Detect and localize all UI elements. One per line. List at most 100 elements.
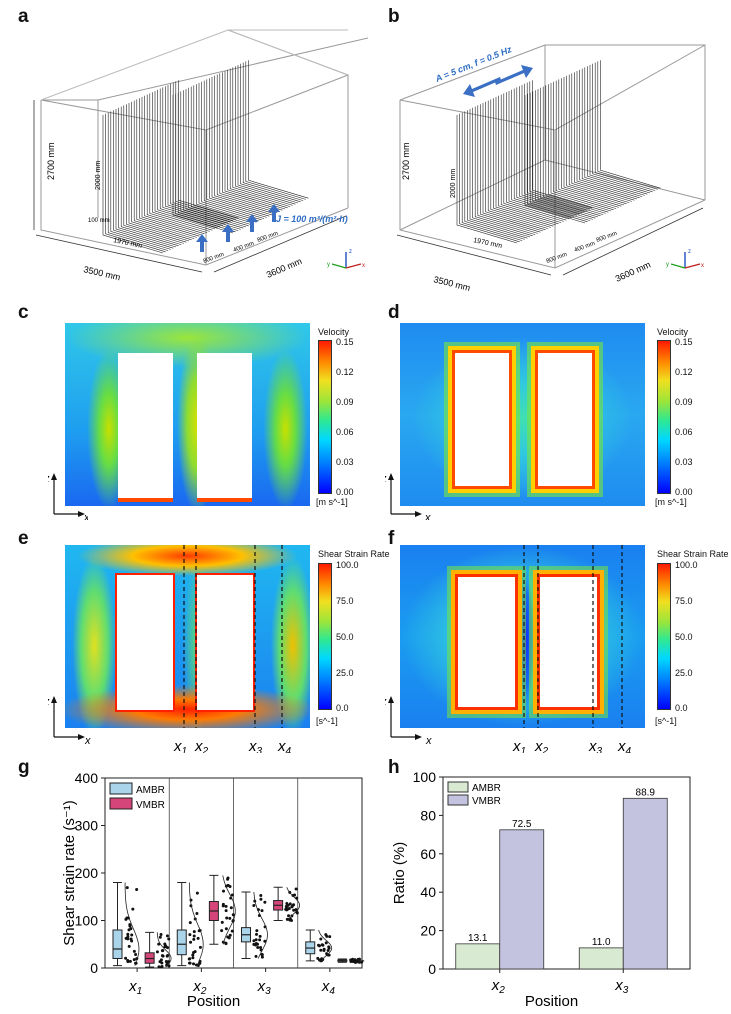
module-left-e bbox=[117, 575, 173, 710]
density-curve bbox=[353, 958, 365, 963]
data-point bbox=[322, 948, 326, 952]
membrane-sheet bbox=[592, 63, 653, 193]
y-tick-label: 80 bbox=[420, 807, 436, 823]
module-height-b: 2000 mm bbox=[450, 169, 457, 198]
data-point bbox=[161, 949, 165, 953]
density-curve bbox=[286, 887, 301, 921]
module-right-e bbox=[197, 575, 253, 710]
label-x1-e: x1 bbox=[173, 738, 187, 753]
membrane-sheet bbox=[456, 115, 518, 244]
cb-tick: 0.15 bbox=[675, 337, 693, 347]
membrane-sheet bbox=[521, 85, 583, 214]
svg-text:x4: x4 bbox=[617, 738, 632, 753]
svg-text:x3: x3 bbox=[588, 738, 603, 753]
data-point bbox=[259, 946, 263, 950]
membrane-sheet bbox=[240, 63, 301, 203]
y-tick-label: 60 bbox=[420, 846, 436, 862]
data-point bbox=[130, 933, 134, 937]
bar-value-label: 88.9 bbox=[636, 787, 656, 798]
gap-label-a: 100 mm bbox=[88, 218, 110, 224]
velocity-unit-d: [m s^-1] bbox=[655, 497, 687, 507]
cb-tick: 50.0 bbox=[336, 632, 354, 642]
air-flow-arrows bbox=[196, 204, 280, 252]
module-right-d bbox=[538, 353, 592, 486]
membrane-sheet bbox=[110, 111, 171, 250]
membrane-sheet bbox=[172, 82, 234, 221]
data-point bbox=[192, 937, 196, 941]
membrane-sheet bbox=[102, 115, 164, 254]
membrane-sheet bbox=[561, 78, 622, 207]
data-point bbox=[229, 906, 233, 910]
membrane-sheet bbox=[485, 101, 546, 231]
data-point bbox=[125, 886, 129, 890]
legend-swatch bbox=[109, 782, 133, 795]
data-point bbox=[258, 934, 262, 938]
y-tick-label: 0 bbox=[428, 961, 436, 977]
svg-text:x1: x1 bbox=[512, 738, 526, 753]
density-curve bbox=[124, 882, 140, 966]
data-point bbox=[196, 936, 200, 940]
membrane-sheet bbox=[177, 92, 239, 231]
membrane-sheet bbox=[482, 103, 544, 232]
box bbox=[176, 929, 187, 956]
vibration-arrows bbox=[463, 65, 533, 97]
y-tick-label: 100 bbox=[75, 913, 99, 929]
membrane-sheet bbox=[229, 68, 291, 207]
y-tick-label: 40 bbox=[420, 884, 436, 900]
membrane-sheet bbox=[115, 109, 177, 248]
data-point bbox=[326, 948, 330, 952]
membrane-sheet bbox=[600, 60, 661, 189]
x-axis-title: Position bbox=[187, 993, 240, 1010]
data-point bbox=[230, 929, 234, 933]
svg-text:x2: x2 bbox=[534, 738, 549, 753]
data-point bbox=[126, 932, 130, 936]
data-point bbox=[221, 902, 225, 906]
membrane-sheet bbox=[139, 98, 200, 237]
membrane-sheet bbox=[157, 89, 218, 229]
membrane-sheet bbox=[190, 86, 252, 225]
label-x4-e: x4 bbox=[277, 738, 292, 753]
membrane-sheet bbox=[581, 68, 643, 197]
membrane-sheet bbox=[118, 107, 179, 247]
svg-text:y: y bbox=[666, 262, 669, 268]
membrane-sheet bbox=[245, 61, 306, 200]
data-point bbox=[124, 956, 128, 960]
data-point bbox=[260, 909, 264, 913]
data-point bbox=[252, 903, 256, 907]
data-point bbox=[187, 957, 191, 961]
membrane-sheet bbox=[136, 99, 197, 238]
cb-tick: 0.12 bbox=[336, 367, 354, 377]
membrane-sheet bbox=[535, 90, 596, 219]
data-point bbox=[292, 903, 296, 907]
svg-text:x: x bbox=[84, 735, 91, 747]
sampling-lines-f bbox=[523, 545, 623, 728]
cb-tick: 100.0 bbox=[336, 560, 359, 570]
dim-height-b: 2700 mm bbox=[401, 142, 411, 180]
spacing-800a-b: 800 mm bbox=[546, 252, 568, 265]
membrane-sheet bbox=[597, 61, 658, 190]
panel-label-g: g bbox=[18, 757, 30, 778]
panel-label-d: d bbox=[388, 302, 400, 323]
data-point bbox=[230, 893, 234, 897]
data-point bbox=[167, 964, 171, 968]
data-point bbox=[191, 956, 195, 960]
vmbr-shear-field bbox=[400, 545, 645, 728]
data-point bbox=[226, 883, 230, 887]
bar bbox=[622, 797, 668, 970]
membrane-sheet bbox=[167, 85, 229, 224]
data-point bbox=[188, 961, 192, 965]
shear-title-e: Shear Strain Rate bbox=[318, 549, 390, 559]
data-point bbox=[259, 894, 263, 898]
membrane-sheet bbox=[555, 80, 617, 209]
data-point bbox=[319, 937, 323, 941]
membrane-sheet bbox=[540, 87, 601, 217]
module-left-d bbox=[455, 353, 509, 486]
legend-label: VMBR bbox=[136, 800, 165, 811]
label-x2-e: x2 bbox=[194, 738, 209, 753]
membrane-sheet bbox=[594, 62, 656, 191]
data-point bbox=[188, 933, 192, 937]
membrane-sheet bbox=[227, 69, 288, 209]
data-point bbox=[165, 961, 169, 965]
membrane-sheet bbox=[558, 79, 619, 208]
membrane-sheet bbox=[548, 84, 609, 213]
